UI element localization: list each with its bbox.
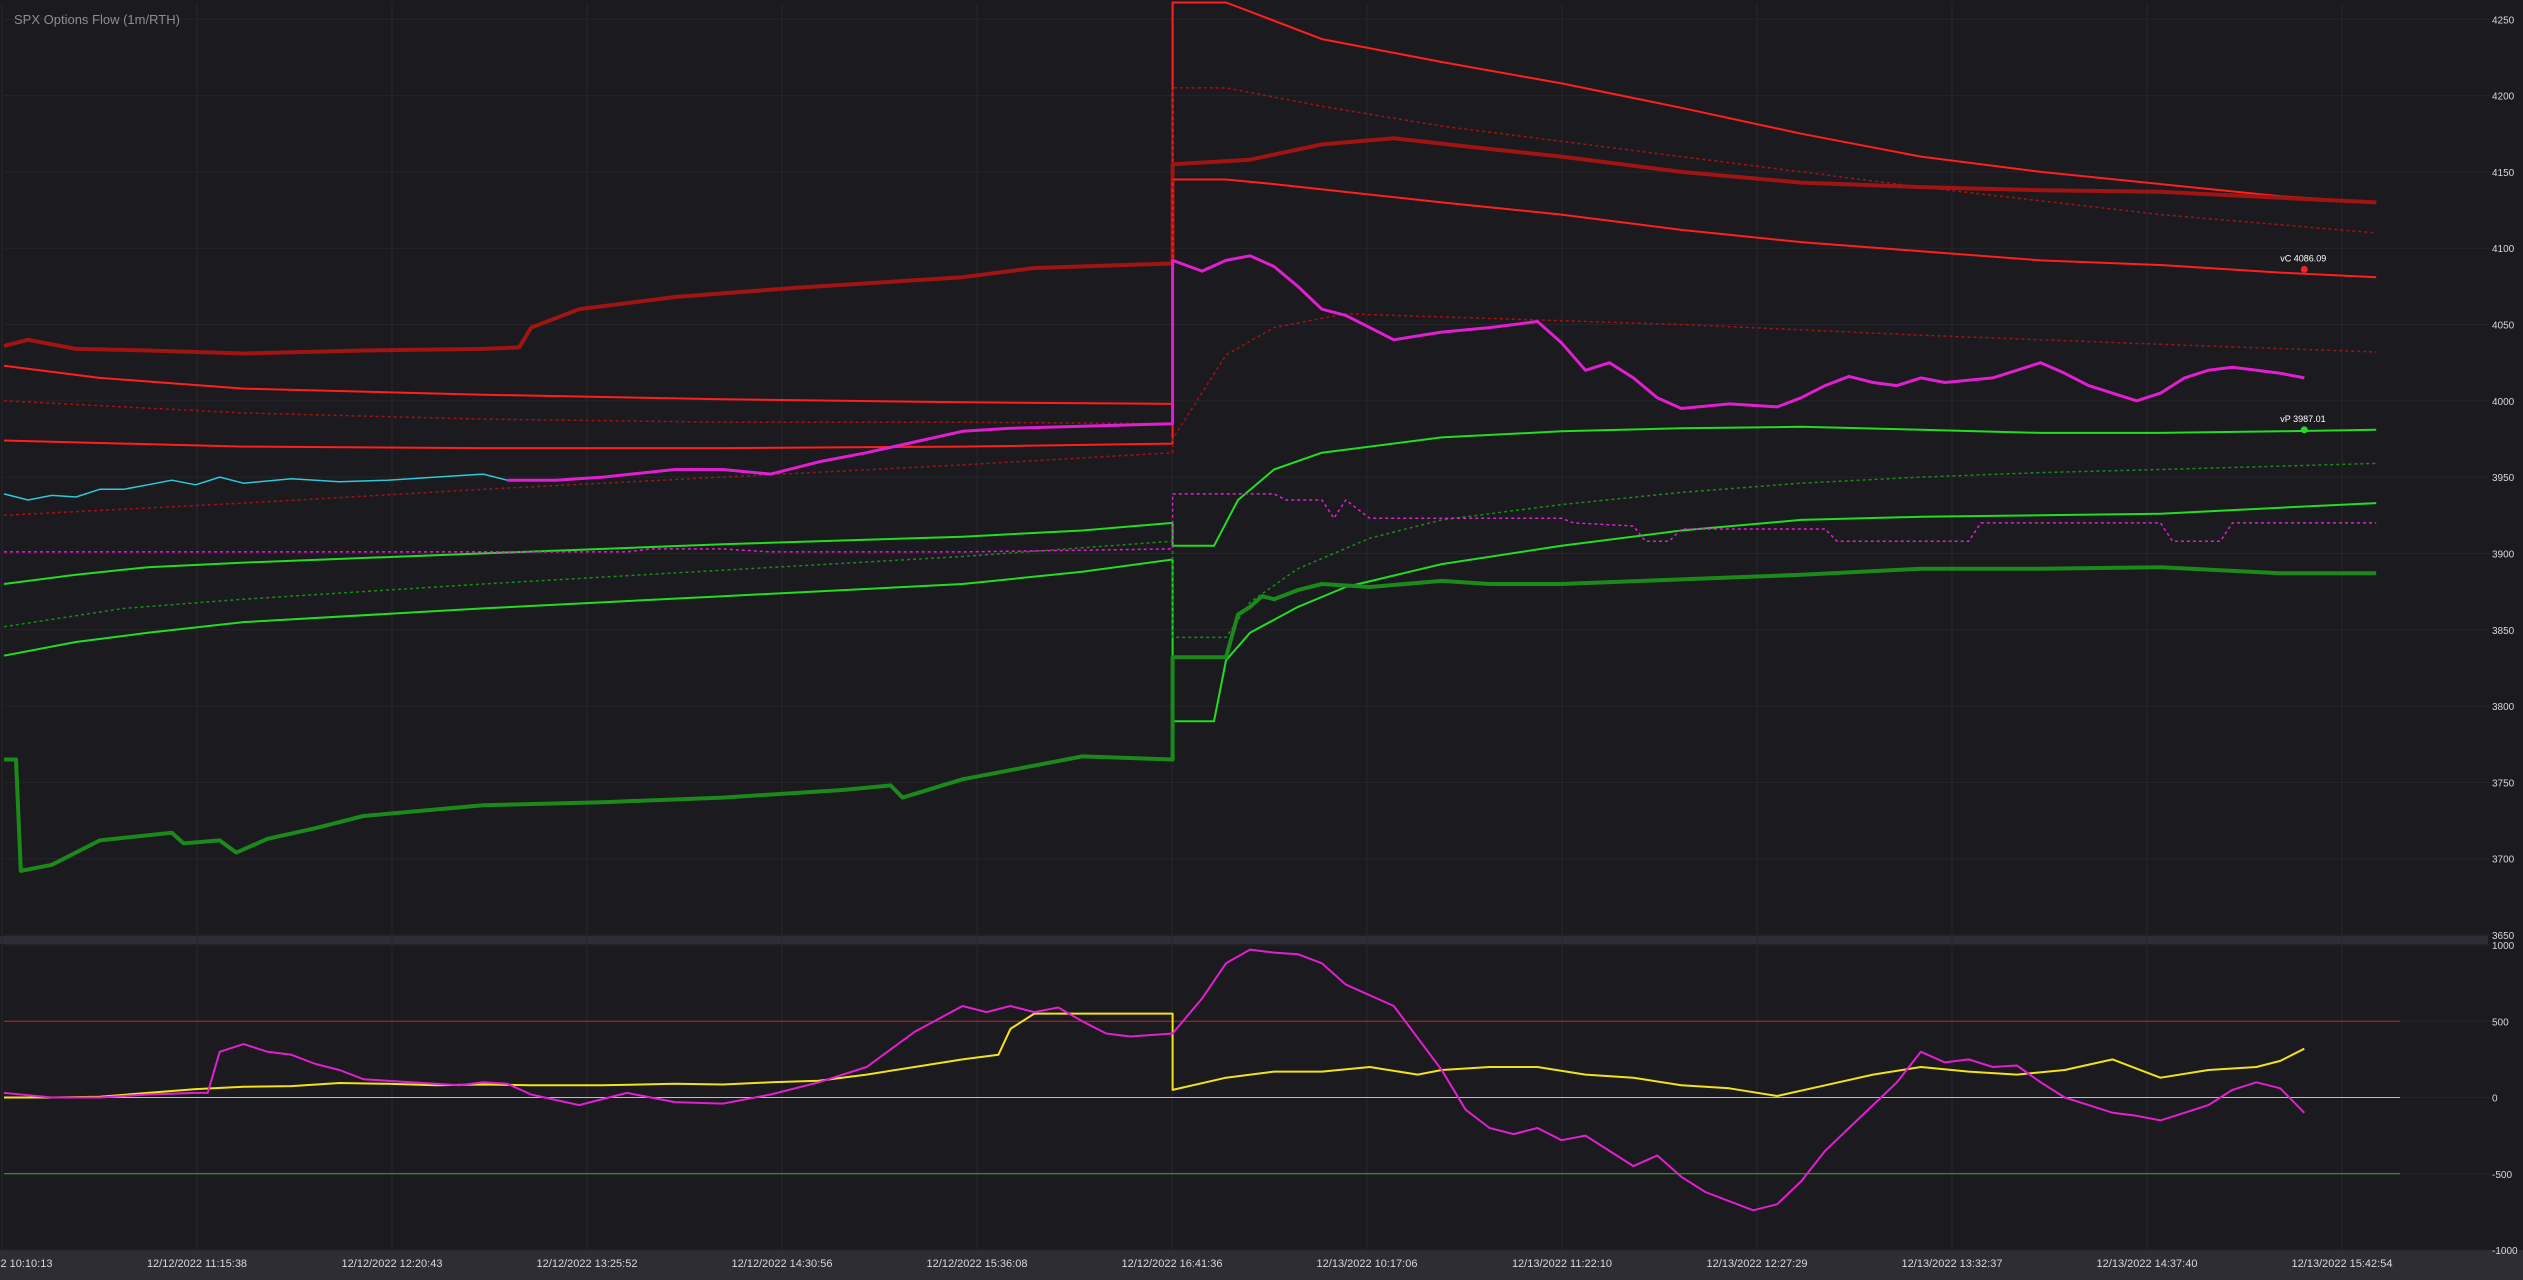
x-tick-label: 12/12/2022 11:15:38: [147, 1258, 247, 1270]
series-end-marker: [2300, 426, 2308, 434]
y-tick-label: 4050: [2492, 321, 2515, 332]
series-line-upper_dotted_2: [3, 313, 2377, 517]
y-tick-label: 3700: [2492, 855, 2515, 866]
y-tick-label: 4250: [2492, 15, 2515, 26]
series-line-lower_band_1: [3, 425, 2377, 585]
x-tick-label: 12/12/2022 15:36:08: [927, 1258, 1028, 1270]
series-value-label: vC 4086.09: [2280, 253, 2326, 263]
x-tick-label: 12/13/2022 14:37:40: [2097, 1258, 2198, 1270]
price-panel: 3650 3700 3750 3800 3850 3900 3950 4000 4050 4100…: [3, 1, 2515, 942]
series-line-lower_band_2: [3, 502, 2377, 723]
series-end-marker: [2300, 265, 2308, 273]
time-axis-band: [0, 1250, 2523, 1280]
series-line-osc_magenta: [3, 948, 2306, 1212]
series-line-upper_band_1: [3, 1, 2377, 405]
series-line-upper_dotted_1: [3, 87, 2377, 425]
x-tick-label: 12/13/2022 10:17:06: [1317, 1258, 1418, 1270]
y-tick-label: 1000: [2492, 941, 2515, 952]
series-line-price: [507, 254, 2305, 482]
series-line-osc_yellow: [4, 1012, 2305, 1099]
series-line-lower_dotted: [3, 462, 2377, 639]
x-tick-label: 12/12/2022 13:25:52: [537, 1258, 638, 1270]
y-tick-label: 3950: [2492, 473, 2515, 484]
y-tick-label: 0: [2492, 1094, 2498, 1105]
y-tick-label: -1000: [2492, 1246, 2518, 1257]
y-tick-label: 500: [2492, 1017, 2509, 1028]
y-tick-label: 3650: [2492, 931, 2515, 942]
y-tick-label: 4200: [2492, 92, 2515, 103]
x-tick-label: 12/12/2022 12:20:43: [342, 1258, 443, 1270]
x-tick-label: 12/12/2022 16:41:36: [1122, 1258, 1223, 1270]
x-tick-label: 12/13/2022 12:27:29: [1707, 1258, 1808, 1270]
series-value-label: vP 3987.01: [2280, 414, 2325, 424]
y-tick-label: 3750: [2492, 778, 2515, 789]
price-axis-band: [2488, 0, 2523, 1250]
series-line-price_pre: [3, 473, 508, 501]
oscillator-panel: -1000 -500 0 500 1000: [3, 941, 2518, 1257]
y-tick-label: 4100: [2492, 244, 2515, 255]
panel-separator: [0, 936, 2523, 944]
x-tick-label: 12/12/2022 14:30:56: [732, 1258, 833, 1270]
y-tick-label: -500: [2492, 1170, 2512, 1181]
x-tick-label: 12/13/2022 15:42:54: [2292, 1258, 2393, 1270]
x-tick-label: 12/13/2022 13:32:37: [1902, 1258, 2003, 1270]
y-tick-label: 4000: [2492, 397, 2515, 408]
y-tick-label: 3850: [2492, 626, 2515, 637]
series-line-upper_band_3: [3, 178, 2377, 450]
series-line-vwap_marker: [4, 493, 2377, 553]
y-tick-label: 4150: [2492, 168, 2515, 179]
x-tick-label: 12/12/2022 10:10:13: [0, 1258, 52, 1270]
x-tick-label: 12/13/2022 11:22:10: [1512, 1258, 1612, 1270]
chart-title: SPX Options Flow (1m/RTH): [14, 12, 180, 27]
y-tick-label: 3800: [2492, 702, 2515, 713]
series-line-upper_band_2: [3, 136, 2377, 356]
series-line-lower_band_3: [4, 565, 2377, 873]
y-tick-label: 3900: [2492, 549, 2515, 560]
